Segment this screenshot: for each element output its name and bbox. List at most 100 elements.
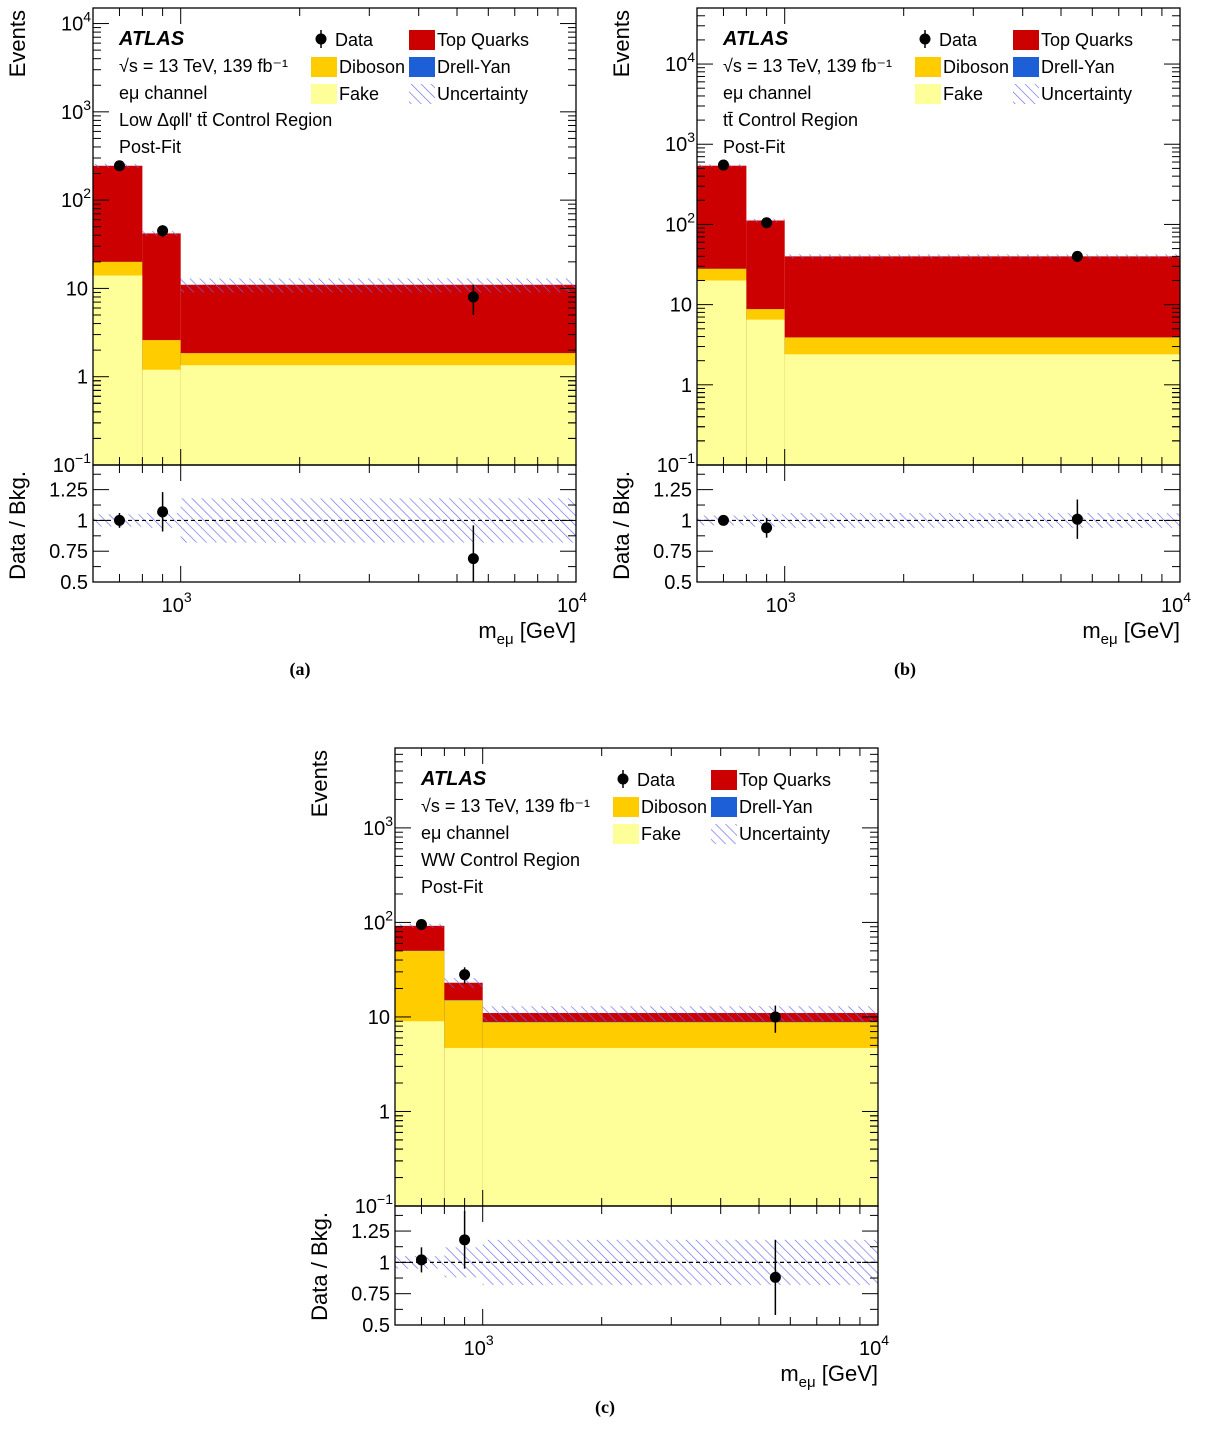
y-tick-label: 102 [61,185,91,212]
ratio-point-0 [415,1254,427,1266]
legend-top-swatch [1013,30,1039,50]
x-axis-label: meμ [GeV] [1082,618,1180,648]
x-tick-label: 103 [766,589,796,617]
legend-top-label: Top Quarks [739,770,831,790]
ratio-point-1 [761,522,773,534]
experiment-label: ATLAS [118,28,185,50]
x-tick-label: 104 [557,589,587,617]
x-tick-label: 103 [464,1332,494,1360]
legend-fake-label: Fake [641,824,681,844]
ratio-uncertainty-bin-2 [482,1239,878,1285]
region-label: Low Δφll' tt̄ Control Region [119,110,332,130]
uncertainty-band-bin-2 [784,254,1180,259]
channel-label: eμ channel [119,83,207,103]
bar-fake-bin-2 [180,365,576,465]
legend-diboson-label: Diboson [943,57,1009,77]
region-label: WW Control Region [421,850,580,870]
bar-fake-bin-0 [697,280,747,465]
chart-panel-c: 10−1 1 10 102 103 0.5 0.75 1 1.25 103 104 Events Dat… [307,747,889,1418]
legend-unc-label: Uncertainty [1041,84,1132,104]
y-tick-label: 102 [363,907,393,934]
region-label: tt̄ Control Region [723,110,858,130]
data-point-0 [415,919,427,931]
uncertainty-band-bin-2 [482,1006,878,1022]
x-axis-label: meμ [GeV] [478,618,576,648]
x-axis-label: meμ [GeV] [780,1361,878,1391]
ratio-uncertainty-bin-2 [180,498,576,543]
ratio-frame [92,464,577,583]
legend-dy-swatch [1013,57,1039,77]
ratio-y-axis-label: Data / Bkg. [5,471,30,580]
y-tick-label: 10−1 [53,450,91,477]
legend-data-label: Data [939,30,978,50]
legend-fake-label: Fake [943,84,983,104]
legend-fake-swatch [311,84,337,104]
ratio-y-tick-label: 1 [681,510,692,532]
channel-label: eμ channel [421,823,509,843]
ratio-y-tick-label: 0.5 [362,1315,390,1337]
y-tick-label: 103 [665,129,695,156]
legend-top-swatch [409,30,435,50]
ratio-panel: 0.5 0.75 1 1.25 [49,464,577,594]
data-point-2 [467,291,479,303]
legend-diboson-swatch [915,57,941,77]
y-tick-label: 102 [665,209,695,236]
legend-unc-swatch [409,84,435,104]
bar-fake-bin-1 [142,369,181,465]
legend-dy-label: Drell-Yan [437,57,511,77]
bar-fake-bin-2 [482,1047,878,1206]
energy-lumi-label: √s = 13 TeV, 139 fb⁻¹ [421,796,590,816]
fit-label: Post-Fit [723,137,785,157]
x-tick-label: 103 [162,589,192,617]
ratio-point-2 [1071,513,1083,525]
ratio-y-axis-label: Data / Bkg. [609,471,634,580]
data-point-2 [1071,250,1083,262]
ratio-y-tick-label: 0.75 [49,541,88,563]
legend-data-label: Data [335,30,374,50]
bar-fake-bin-1 [746,319,785,465]
ratio-y-axis-label: Data / Bkg. [307,1212,332,1321]
ratio-point-0 [113,514,125,526]
y-tick-label: 10−1 [657,450,695,477]
legend: Data Top Quarks Diboson Drell-Yan Fake Uncert… [311,30,529,104]
legend-diboson-swatch [613,797,639,817]
legend-top-label: Top Quarks [1041,30,1133,50]
data-point-2 [769,1011,781,1023]
legend-top-swatch [711,770,737,790]
ratio-point-0 [717,514,729,526]
x-tick-label: 104 [859,1332,889,1360]
legend-top-label: Top Quarks [437,30,529,50]
data-point-0 [717,159,729,171]
chart-panel-b: 10−1 1 10 102 103 104 0.5 0.75 1 1.25 103 104 Events… [609,7,1191,680]
bar-fake-bin-2 [784,354,1180,465]
data-point-1 [459,969,471,981]
experiment-label: ATLAS [420,768,487,790]
ratio-point-2 [467,553,479,565]
energy-lumi-label: √s = 13 TeV, 139 fb⁻¹ [723,56,892,76]
legend: Data Top Quarks Diboson Drell-Yan Fake Uncert… [613,770,831,844]
legend-dy-label: Drell-Yan [1041,57,1115,77]
energy-lumi-label: √s = 13 TeV, 139 fb⁻¹ [119,56,288,76]
legend-diboson-swatch [311,57,337,77]
y-tick-label: 1 [77,367,88,389]
ratio-y-tick-label: 1.25 [653,480,692,502]
y-axis-label: Events [609,10,634,77]
legend-unc-label: Uncertainty [739,824,830,844]
ratio-y-tick-label: 0.75 [653,541,692,563]
legend-fake-swatch [915,84,941,104]
fit-label: Post-Fit [421,877,483,897]
fit-label: Post-Fit [119,137,181,157]
y-tick-label: 103 [363,813,393,840]
legend-unc-swatch [1013,84,1039,104]
y-tick-label: 104 [665,49,695,76]
channel-label: eμ channel [723,83,811,103]
ratio-frame [394,1205,879,1326]
legend-diboson-label: Diboson [641,797,707,817]
y-tick-label: 103 [61,97,91,124]
legend-dy-swatch [711,797,737,817]
panel-caption: (c) [595,1397,615,1418]
ratio-point-1 [459,1234,471,1246]
ratio-y-tick-label: 0.5 [664,572,692,594]
experiment-label: ATLAS [722,28,789,50]
ratio-point-1 [157,506,169,518]
